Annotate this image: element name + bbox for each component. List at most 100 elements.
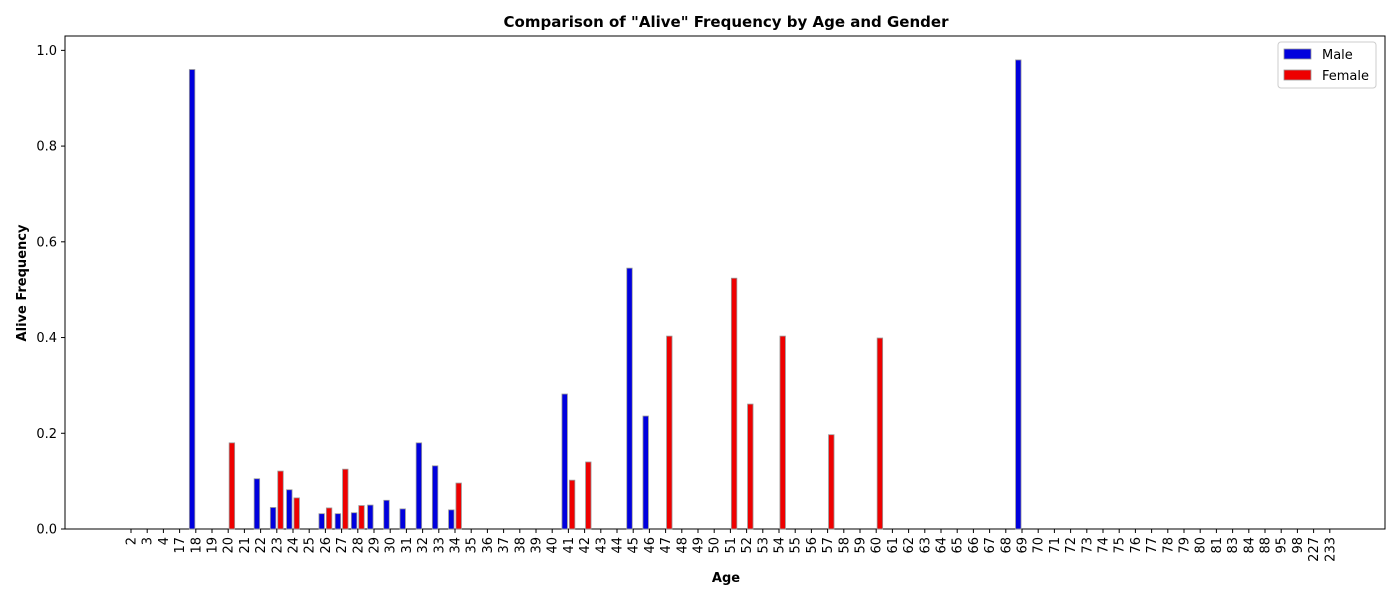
male-bar-27: [334, 513, 342, 530]
x-tick-label: 29: [368, 537, 383, 554]
x-tick-label: 59: [854, 537, 869, 554]
x-tick-label: 42: [578, 537, 593, 554]
x-tick-label: 45: [627, 537, 642, 554]
x-tick-label: 20: [222, 537, 237, 554]
x-tick-label: 37: [497, 537, 512, 554]
x-tick-label: 57: [821, 537, 836, 554]
female-bar-26: [325, 507, 333, 530]
female-bar-47: [666, 335, 673, 530]
male-bar-28: [350, 512, 358, 530]
plot-frame: [64, 35, 1386, 530]
female-bar-57: [828, 434, 835, 530]
legend-swatch-female: [1283, 69, 1312, 81]
female-bar-41: [568, 479, 576, 530]
x-tick-label: 27: [335, 537, 350, 554]
x-tick-label: 67: [983, 537, 998, 554]
x-tick-label: 24: [287, 537, 302, 554]
x-tick-label: 64: [935, 537, 950, 554]
female-bar-27: [342, 468, 349, 530]
female-bar-20: [228, 442, 236, 530]
x-tick-label: 25: [303, 537, 318, 554]
legend-label-male: Male: [1322, 48, 1353, 63]
x-tick-label: 38: [513, 537, 528, 554]
x-tick-label: 79: [1178, 537, 1193, 554]
x-tick-label: 84: [1242, 537, 1257, 554]
x-tick-label: 78: [1161, 537, 1176, 554]
legend: Male Female: [1277, 41, 1377, 89]
female-bar-42: [585, 461, 592, 530]
male-bar-31: [399, 508, 406, 530]
x-tick-label: 74: [1097, 537, 1112, 554]
male-bar-29: [367, 504, 374, 530]
male-bar-69: [1015, 59, 1022, 530]
female-bar-54: [779, 335, 786, 530]
female-bar-23: [277, 470, 284, 530]
x-tick-label: 49: [692, 537, 707, 554]
y-tick-label: 0.6: [36, 235, 57, 250]
male-bar-33: [431, 465, 439, 530]
female-bar-34: [455, 482, 462, 530]
x-tick-label: 58: [837, 537, 852, 554]
chart-title: Comparison of "Alive" Frequency by Age a…: [504, 13, 950, 31]
male-bar-45: [626, 267, 633, 530]
x-tick-label: 68: [999, 537, 1014, 554]
x-tick-label: 80: [1194, 537, 1209, 554]
x-tick-label: 33: [432, 537, 447, 554]
y-axis-label: Alive Frequency: [15, 224, 30, 341]
x-tick-label: 40: [546, 537, 561, 554]
male-bar-41: [561, 393, 568, 530]
x-axis-label: Age: [712, 571, 740, 586]
legend-label-female: Female: [1322, 69, 1369, 84]
male-bar-22: [253, 478, 261, 530]
x-tick-label: 70: [1032, 537, 1047, 554]
x-tick-label: 41: [562, 537, 577, 554]
x-tick-label: 52: [740, 537, 755, 554]
x-tick-label: 95: [1275, 537, 1290, 554]
x-tick-label: 62: [902, 537, 917, 554]
x-tick-label: 28: [351, 537, 366, 554]
y-tick-label: 0.4: [36, 331, 57, 346]
x-tick-label: 60: [870, 537, 885, 554]
y-tick-label: 0.8: [36, 140, 57, 155]
male-bar-46: [642, 415, 649, 530]
x-tick-label: 76: [1129, 537, 1144, 554]
x-tick-label: 61: [886, 537, 901, 554]
male-bar-23: [269, 507, 277, 530]
x-tick-label: 83: [1226, 537, 1241, 554]
x-tick-label: 17: [173, 537, 188, 554]
x-tick-label: 23: [270, 537, 285, 554]
x-tick-label: 44: [611, 537, 626, 554]
male-bar-18: [188, 69, 196, 530]
x-tick-label: 56: [805, 537, 820, 554]
female-bar-52: [747, 403, 754, 530]
x-tick-label: 75: [1113, 537, 1128, 554]
x-tick-label: 72: [1064, 537, 1079, 554]
x-tick-label: 54: [773, 537, 788, 554]
female-bar-51: [730, 277, 738, 530]
female-bar-24: [293, 497, 300, 530]
x-tick-label: 50: [708, 537, 723, 554]
x-tick-label: 39: [530, 537, 545, 554]
female-bar-60: [876, 337, 884, 530]
x-tick-label: 66: [967, 537, 982, 554]
x-tick-label: 71: [1048, 537, 1063, 554]
y-tick-label: 0.0: [36, 523, 57, 538]
x-tick-label: 34: [449, 537, 464, 554]
x-tick-label: 53: [756, 537, 771, 554]
x-tick-label: 65: [951, 537, 966, 554]
x-tick-label: 22: [254, 537, 269, 554]
x-tick-label: 36: [481, 537, 496, 554]
x-tick-label: 233: [1323, 537, 1338, 562]
x-tick-label: 55: [789, 537, 804, 554]
x-tick-label: 31: [400, 537, 415, 554]
x-tick-label: 98: [1291, 537, 1306, 554]
legend-swatch-male: [1283, 48, 1312, 60]
male-bar-34: [448, 509, 455, 530]
x-tick-label: 4: [157, 537, 172, 545]
x-tick-label: 30: [384, 537, 399, 554]
x-tick-label: 21: [238, 537, 253, 554]
x-tick-label: 51: [724, 537, 739, 554]
female-bar-28: [358, 505, 365, 530]
